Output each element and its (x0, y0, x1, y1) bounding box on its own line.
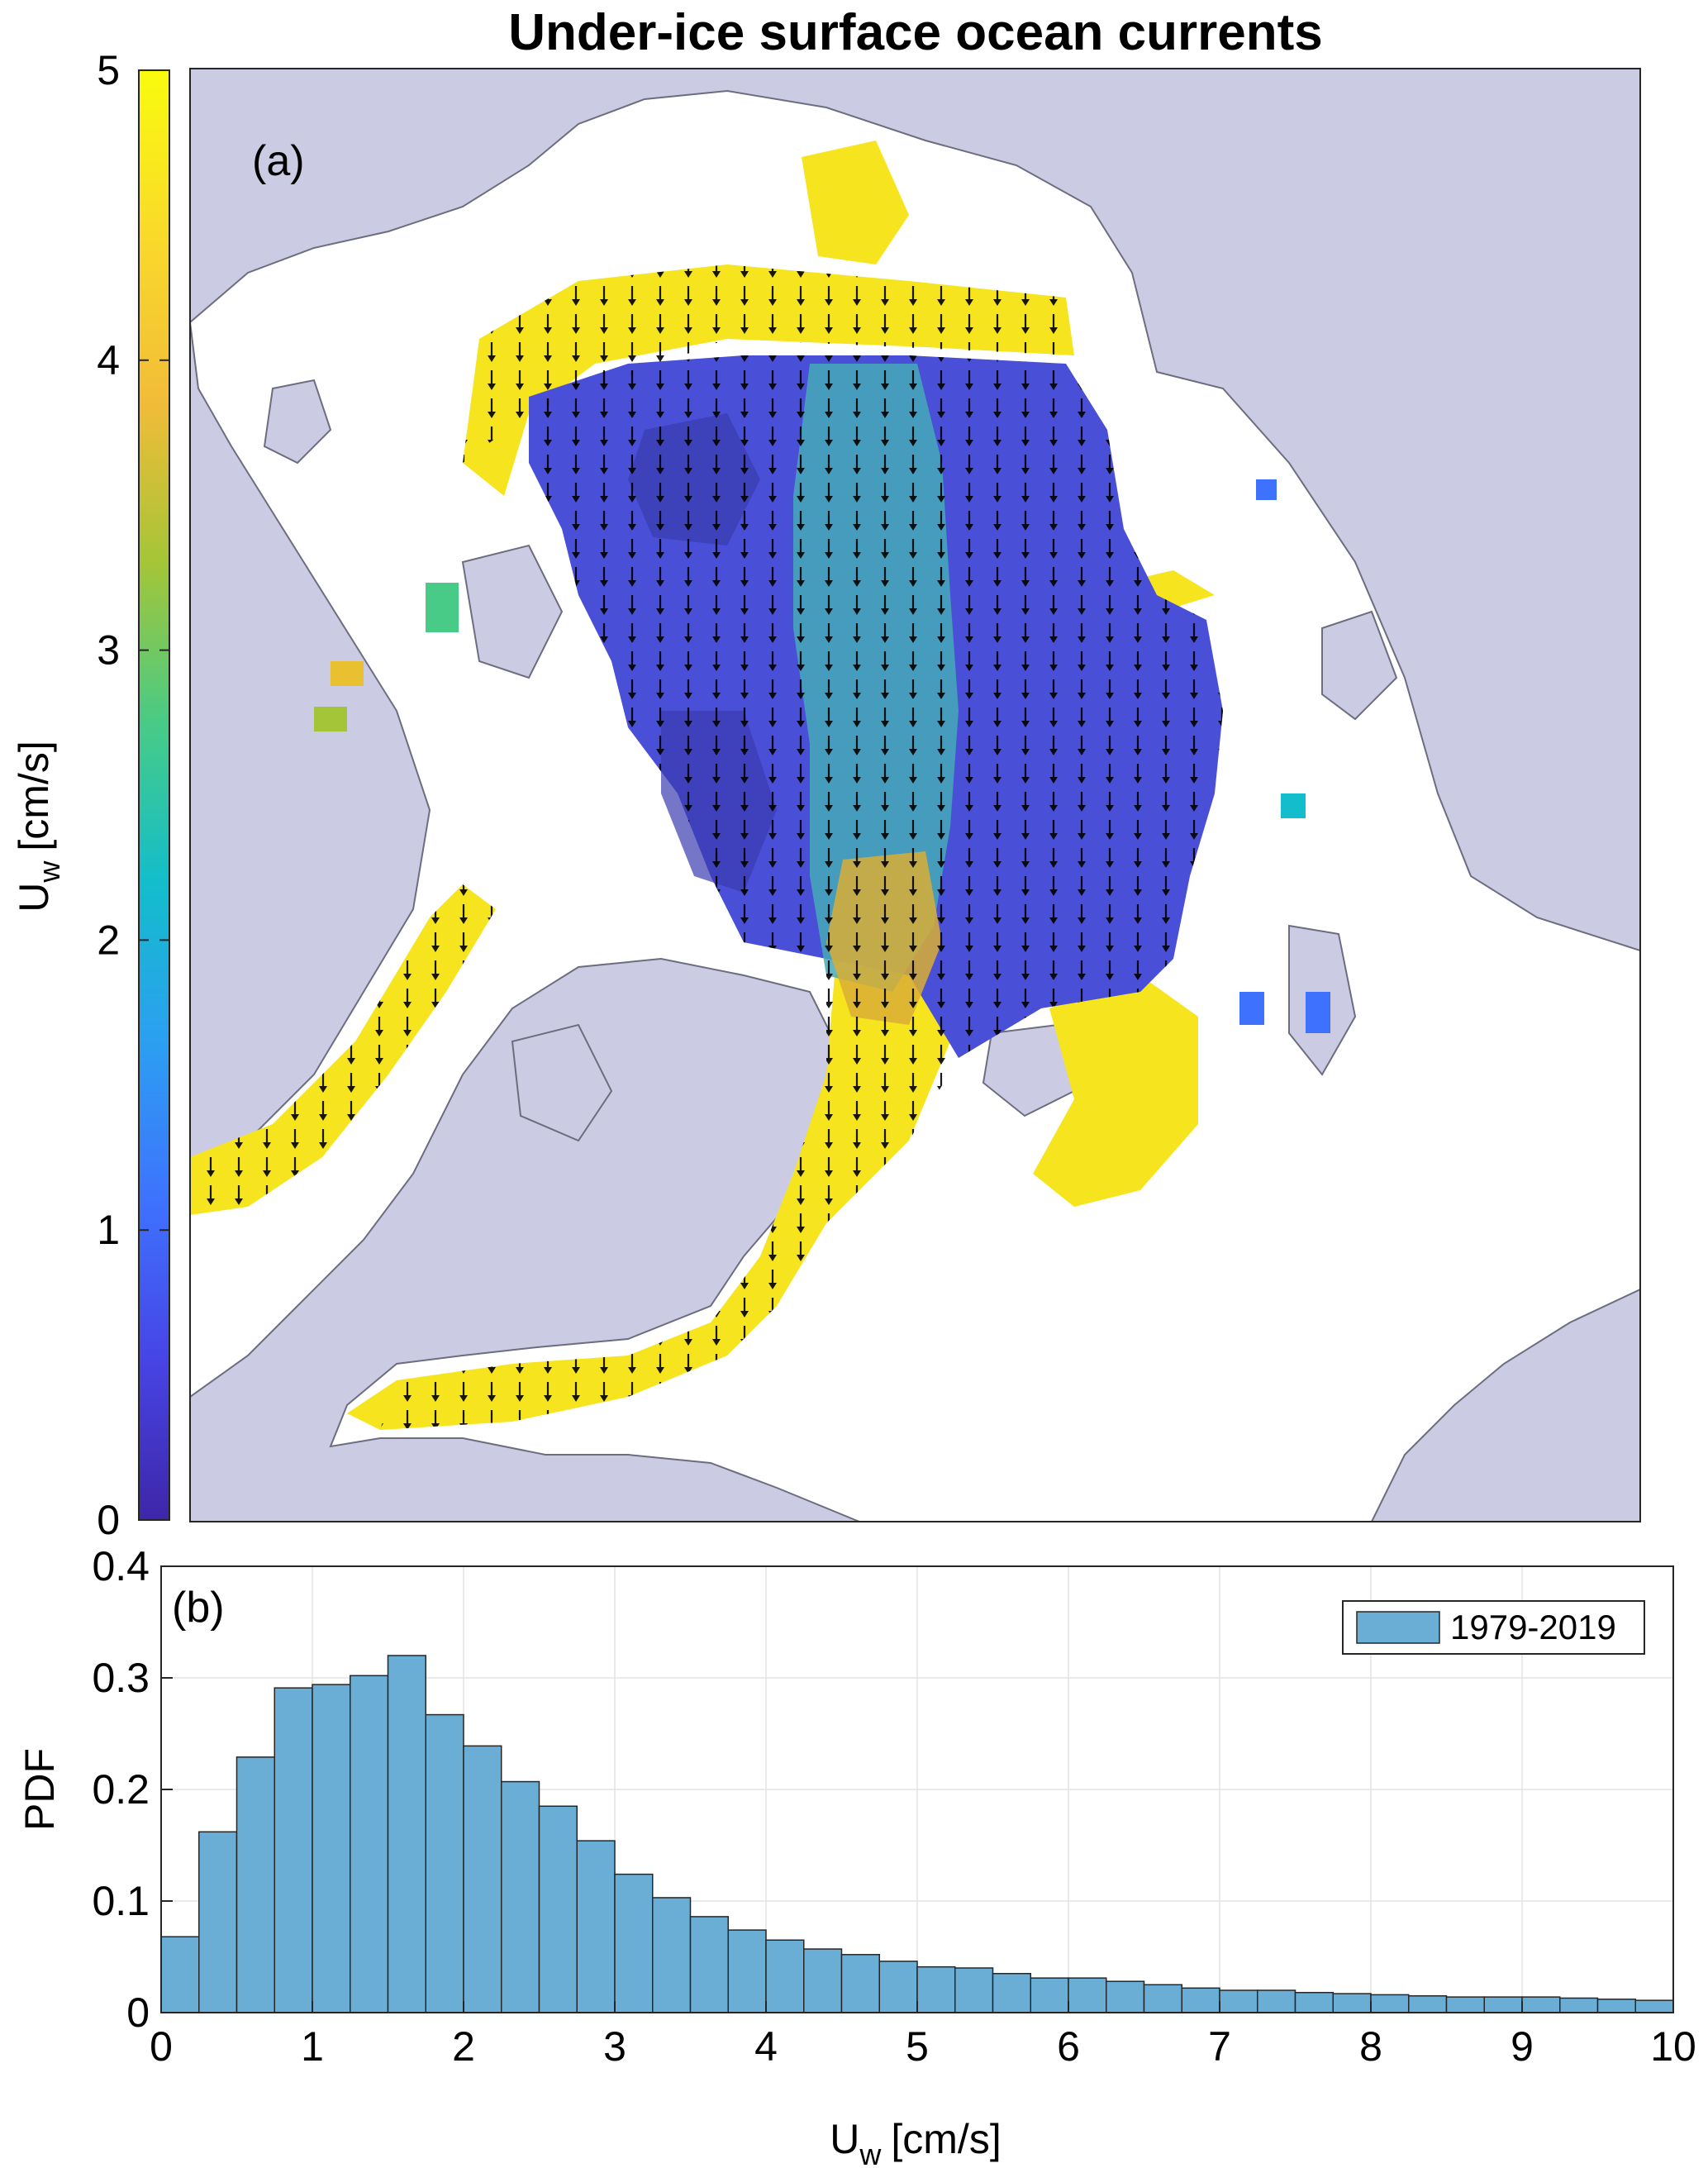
y-tick-label: 0.2 (92, 1766, 150, 1813)
histogram-bar (1257, 1989, 1296, 2013)
x-tick-label: 8 (1359, 2023, 1382, 2070)
histogram-bar (274, 1687, 313, 2013)
histogram-bar (160, 1936, 200, 2013)
boundary-current (802, 141, 909, 264)
colorbar-tick-label: 3 (97, 627, 120, 674)
x-axis-label: Uw [cm/s] (830, 2116, 1001, 2168)
speed-patch (1239, 992, 1264, 1025)
legend-label: 1979-2019 (1450, 1608, 1616, 1646)
histogram-bar (916, 1965, 956, 2013)
current-vectors (380, 355, 1223, 1430)
colorbar-label: Uw[cm/s] (11, 741, 66, 912)
y-tick-label: 0 (126, 1989, 150, 2036)
x-tick-label: 9 (1511, 2023, 1534, 2070)
y-axis-label: PDF (17, 1748, 63, 1831)
histogram-bar (614, 1873, 654, 2013)
histogram-bar (803, 1948, 843, 2013)
colorbar-ticks: 0 1 2 3 4 5 (97, 47, 169, 1543)
histogram-bar (1521, 1996, 1561, 2013)
histogram-bar (954, 1967, 994, 2013)
island (511, 1023, 613, 1142)
histogram-bar (1408, 1995, 1448, 2013)
histogram-bar (1219, 1989, 1258, 2013)
colorbar-gradient (138, 69, 170, 1521)
x-tick-label: 3 (603, 2023, 626, 2070)
panel-label-a: (a) (252, 137, 305, 185)
histogram-bar (992, 1973, 1031, 2013)
histogram-bar (1181, 1987, 1220, 2013)
histogram-bar (1483, 1996, 1523, 2013)
island (263, 379, 332, 465)
histogram-bar (1559, 1997, 1599, 2013)
map-area (190, 69, 1640, 1522)
y-tick-label: 0.4 (92, 1543, 150, 1589)
x-tick-label: 2 (452, 2023, 475, 2070)
map-frame (189, 68, 1641, 1522)
x-tick-label: 4 (754, 2023, 778, 2070)
histogram-bar (236, 1756, 275, 2013)
histogram-bar (1068, 1977, 1107, 2013)
histogram-bar (1106, 1980, 1145, 2013)
histogram-bar (727, 1929, 767, 2013)
histogram-bar (387, 1655, 426, 2013)
histogram-bar (576, 1840, 616, 2013)
histogram-bar (840, 1954, 880, 2013)
histogram-bar (1445, 1996, 1485, 2013)
histogram-bars (160, 1655, 1674, 2013)
colorbar-tick-label: 1 (97, 1207, 120, 1253)
speed-patch (1306, 992, 1330, 1033)
x-tick-label: 7 (1208, 2023, 1231, 2070)
current-vectors (463, 264, 1074, 463)
histogram-bar (689, 1916, 729, 2013)
y-axis-ticks: 0 0.1 0.2 0.3 0.4 (92, 1543, 173, 2036)
colorbar-tick-label: 2 (97, 917, 120, 963)
histogram-bar (501, 1780, 540, 2013)
histogram-bar (765, 1939, 805, 2013)
x-axis-ticks: 0 1 2 3 4 5 6 7 8 9 10 (150, 2001, 1696, 2070)
histogram-bar (1030, 1977, 1069, 2013)
legend-swatch (1356, 1611, 1440, 1644)
histogram-bar (198, 1831, 238, 2013)
histogram-panel: 0 1 2 3 4 5 6 7 8 9 10 0 0.1 0.2 0.3 0.4 (b) 1979-2019… (17, 1543, 1696, 2168)
histogram-bar (652, 1897, 692, 2013)
x-tick-label: 1 (301, 2023, 324, 2070)
island (461, 544, 564, 679)
y-tick-label: 0.1 (92, 1878, 150, 1924)
histogram-bar (1294, 1991, 1334, 2013)
island (982, 1023, 1076, 1117)
speed-patch (1256, 479, 1277, 500)
speed-patch (426, 583, 459, 632)
y-tick-label: 0.3 (92, 1655, 150, 1701)
x-tick-label: 5 (906, 2023, 929, 2070)
x-tick-label: 0 (150, 2023, 173, 2070)
histogram-bar (425, 1713, 464, 2013)
histogram-bar (312, 1684, 351, 2013)
histogram-bar (1332, 1993, 1372, 2013)
speed-patch (1281, 793, 1306, 818)
figure-title: Under-ice surface ocean currents (508, 4, 1323, 61)
x-tick-label: 6 (1057, 2023, 1080, 2070)
histogram-bar (1634, 1999, 1674, 2013)
histogram-bar (350, 1675, 389, 2013)
panel-label-b: (b) (172, 1584, 225, 1632)
current-vectors (190, 884, 496, 1215)
boundary-current (1033, 975, 1198, 1207)
island (1321, 610, 1398, 721)
speed-patch (314, 707, 347, 731)
map-panel: (a) (189, 68, 1641, 1522)
histogram-bar (1596, 1999, 1636, 2013)
histogram-bar (1143, 1984, 1182, 2013)
x-tick-label: 10 (1650, 2023, 1696, 2070)
histogram-bar (463, 1745, 502, 2013)
speed-patch (331, 661, 364, 686)
colorbar-tick-label: 0 (97, 1497, 120, 1543)
colorbar: 0 1 2 3 4 5 Uw[cm/s] (11, 47, 170, 1543)
colorbar-tick-label: 4 (97, 337, 120, 384)
histogram-bar (538, 1805, 578, 2013)
histogram-bar (1370, 1994, 1410, 2013)
colorbar-tick-label: 5 (97, 47, 120, 93)
histogram-bar (878, 1961, 918, 2013)
legend: 1979-2019 (1342, 1600, 1645, 1655)
